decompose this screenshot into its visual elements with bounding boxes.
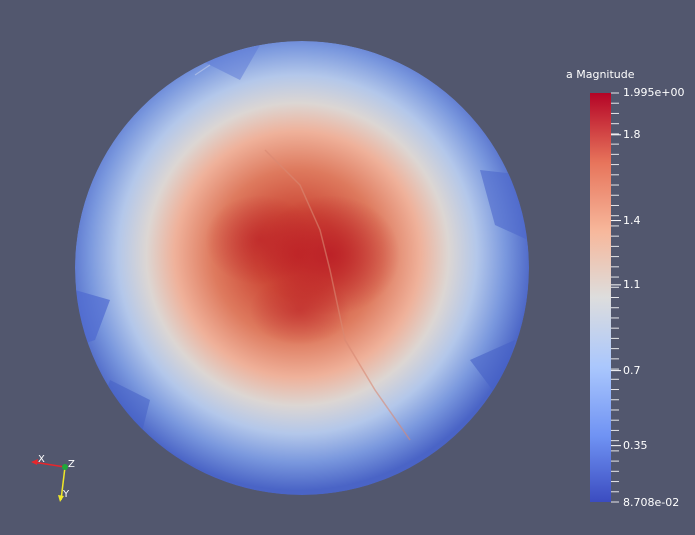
colorbar <box>590 92 621 503</box>
colorbar-title: a Magnitude <box>566 68 635 81</box>
x-axis-line <box>32 461 66 468</box>
colorbar-minor-ticks <box>611 92 621 503</box>
colorbar-tick-label: 0.35 <box>623 438 648 452</box>
y-axis-arrow <box>58 495 64 502</box>
sphere-render <box>75 41 529 495</box>
y-axis-line <box>60 466 66 501</box>
colorbar-min-label: 8.708e-02 <box>623 496 680 509</box>
y-axis-label: Y <box>63 489 70 500</box>
orientation-axes[interactable] <box>31 459 68 502</box>
colorbar-max-label: 1.995e+00 <box>623 86 685 99</box>
z-axis-label: Z <box>68 459 75 470</box>
colorbar-tick-label: 1.1 <box>623 277 641 291</box>
colorbar-gradient <box>590 93 611 502</box>
z-axis-dot <box>62 464 68 470</box>
x-axis-label: X <box>38 454 45 465</box>
x-axis-arrow <box>31 459 38 465</box>
colorbar-tick-label: 1.8 <box>623 127 641 141</box>
colorbar-tick-label: 0.7 <box>623 363 641 377</box>
colorbar-tick-label: 1.4 <box>623 213 641 227</box>
